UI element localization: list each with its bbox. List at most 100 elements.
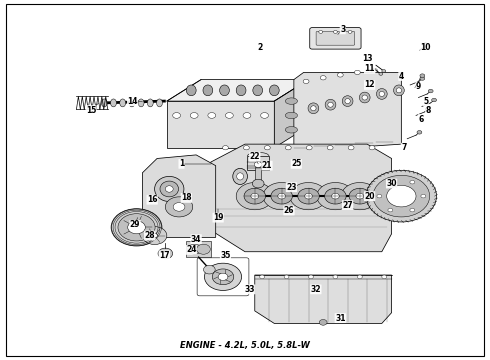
Polygon shape	[167, 80, 309, 101]
Ellipse shape	[362, 95, 368, 100]
Circle shape	[143, 226, 167, 244]
Text: 9: 9	[416, 82, 421, 91]
Circle shape	[426, 107, 431, 111]
Ellipse shape	[220, 85, 229, 96]
Text: 12: 12	[365, 81, 375, 90]
Ellipse shape	[120, 99, 125, 107]
Circle shape	[271, 188, 293, 204]
Text: 19: 19	[213, 213, 223, 222]
Ellipse shape	[160, 181, 178, 197]
Circle shape	[165, 197, 193, 217]
Text: 16: 16	[147, 195, 157, 204]
Circle shape	[152, 233, 158, 238]
Circle shape	[188, 244, 201, 254]
Ellipse shape	[359, 92, 370, 103]
Circle shape	[387, 185, 416, 207]
Circle shape	[225, 113, 233, 118]
Circle shape	[285, 145, 291, 150]
Ellipse shape	[157, 99, 162, 107]
Circle shape	[290, 183, 327, 210]
Ellipse shape	[236, 85, 246, 96]
Text: 13: 13	[362, 54, 372, 63]
Polygon shape	[167, 101, 274, 148]
Circle shape	[132, 224, 142, 231]
Text: 1: 1	[179, 159, 184, 168]
Circle shape	[341, 183, 378, 210]
Circle shape	[208, 113, 216, 118]
Circle shape	[348, 145, 354, 150]
Ellipse shape	[138, 99, 144, 107]
Text: 34: 34	[191, 235, 201, 244]
Circle shape	[422, 43, 428, 47]
Circle shape	[222, 145, 228, 150]
Circle shape	[244, 145, 249, 150]
Ellipse shape	[155, 176, 184, 202]
Circle shape	[303, 79, 309, 84]
Ellipse shape	[253, 85, 263, 96]
Circle shape	[319, 319, 327, 325]
Text: 31: 31	[335, 314, 345, 323]
Circle shape	[417, 131, 422, 134]
Circle shape	[392, 189, 411, 203]
Circle shape	[218, 273, 228, 280]
Text: 28: 28	[145, 231, 155, 240]
Text: 29: 29	[130, 220, 140, 229]
Circle shape	[196, 244, 210, 254]
Bar	[247, 156, 269, 170]
Circle shape	[203, 265, 215, 274]
Circle shape	[204, 263, 242, 291]
Circle shape	[377, 194, 382, 198]
FancyBboxPatch shape	[316, 32, 355, 45]
Circle shape	[420, 77, 425, 80]
Polygon shape	[294, 72, 401, 151]
Text: 5: 5	[423, 96, 428, 105]
Circle shape	[111, 209, 162, 246]
Text: 6: 6	[418, 114, 423, 123]
FancyBboxPatch shape	[310, 28, 361, 49]
Circle shape	[327, 145, 333, 150]
Circle shape	[410, 208, 415, 212]
Circle shape	[333, 275, 338, 279]
Circle shape	[212, 269, 234, 285]
Circle shape	[388, 180, 393, 184]
Circle shape	[382, 275, 387, 279]
Circle shape	[251, 193, 259, 199]
Circle shape	[333, 31, 337, 33]
Circle shape	[244, 188, 266, 204]
Ellipse shape	[111, 99, 117, 107]
Text: 10: 10	[420, 43, 431, 52]
Text: 26: 26	[284, 206, 294, 215]
Text: 22: 22	[249, 152, 260, 161]
Text: 20: 20	[365, 192, 375, 201]
Circle shape	[172, 113, 180, 118]
Ellipse shape	[285, 127, 297, 133]
Text: 3: 3	[340, 25, 345, 34]
Circle shape	[382, 69, 386, 72]
Circle shape	[284, 275, 289, 279]
Ellipse shape	[311, 106, 316, 111]
Circle shape	[357, 275, 362, 279]
Circle shape	[369, 145, 375, 150]
Ellipse shape	[342, 96, 353, 107]
Text: 7: 7	[401, 143, 407, 152]
Ellipse shape	[376, 89, 387, 99]
Text: 32: 32	[311, 285, 321, 294]
Polygon shape	[255, 167, 261, 184]
Circle shape	[420, 74, 425, 77]
Text: 4: 4	[399, 72, 404, 81]
Ellipse shape	[101, 99, 107, 107]
Circle shape	[252, 179, 264, 188]
Circle shape	[306, 145, 312, 150]
Circle shape	[366, 170, 437, 222]
Ellipse shape	[377, 188, 392, 204]
Ellipse shape	[285, 112, 297, 119]
Ellipse shape	[203, 85, 213, 96]
Circle shape	[428, 89, 433, 93]
Circle shape	[421, 194, 426, 198]
Text: 15: 15	[86, 105, 96, 114]
Ellipse shape	[147, 99, 153, 107]
Circle shape	[118, 214, 155, 241]
Circle shape	[309, 275, 314, 279]
Text: 25: 25	[291, 159, 301, 168]
Circle shape	[236, 183, 273, 210]
